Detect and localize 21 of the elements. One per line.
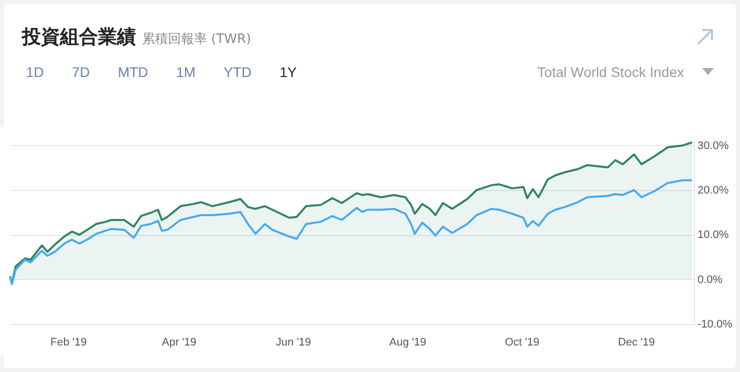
x-tick-label: Oct '19: [504, 336, 540, 348]
y-tick-label: 20.0%: [698, 184, 729, 197]
text: 1M: [176, 64, 196, 80]
text: 1D: [26, 64, 44, 80]
y-tick-label: 10.0%: [698, 229, 729, 242]
x-tick-label: Apr '19: [162, 336, 196, 348]
chart-title: 投資組合業績: [22, 26, 136, 48]
x-tick-label: Dec '19: [618, 336, 655, 348]
text: YTD: [224, 64, 252, 80]
y-tick-label: 30.0%: [698, 140, 729, 152]
y-tick-label: -10.0%: [698, 318, 733, 330]
text: MTD: [118, 64, 148, 80]
text: 1Y: [280, 64, 297, 80]
y-tick-label: 0.0%: [698, 274, 723, 286]
line-series: [9, 179, 694, 286]
x-tick-label: Jun '19: [276, 336, 312, 348]
text: 7D: [72, 64, 90, 80]
text: Total World Stock Index: [537, 64, 684, 80]
chart-subtitle: 累積回報率 (TWR): [142, 32, 252, 47]
x-tick-label: Feb '19: [50, 336, 87, 348]
x-tick-label: Aug '19: [389, 336, 426, 348]
